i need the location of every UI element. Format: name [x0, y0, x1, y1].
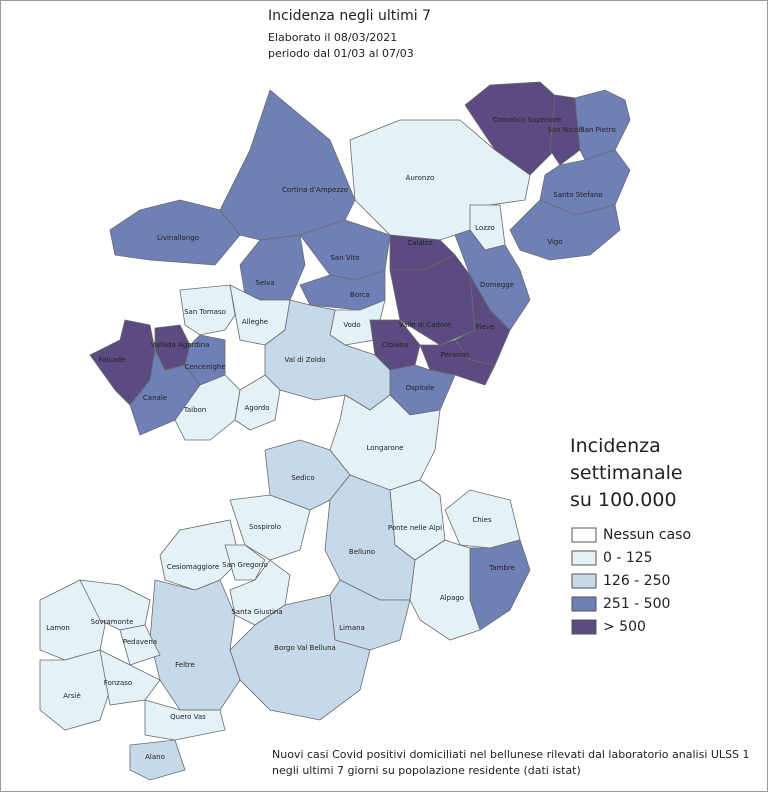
municipality-label: Alano	[145, 753, 165, 761]
municipality-label: Borgo Val Belluna	[274, 644, 336, 652]
municipality-label: Feltre	[175, 661, 195, 669]
municipality-label: Sedico	[291, 474, 314, 482]
municipality-label: Tambre	[488, 564, 515, 572]
municipality-label: San Tomaso	[184, 308, 226, 316]
legend-label: 0 - 125	[603, 550, 653, 566]
municipality-label: Fonzaso	[104, 679, 132, 687]
municipality	[299, 269, 386, 311]
municipality	[219, 89, 356, 241]
municipality-label: Falcade	[99, 356, 126, 364]
municipality	[264, 299, 391, 411]
municipality	[329, 394, 441, 491]
legend-title: settimanale	[570, 462, 683, 484]
municipality-label: Pedavena	[123, 638, 157, 646]
municipality-label: Vodo	[343, 321, 360, 329]
municipality	[574, 89, 631, 161]
municipality-label: Auronzo	[406, 174, 435, 182]
municipality-label: Valle di Cadore	[399, 321, 452, 329]
legend-swatch	[571, 527, 597, 543]
municipality-label: Ponte nelle Alpi	[388, 524, 442, 532]
municipality	[149, 579, 241, 711]
legend-swatch	[571, 619, 597, 635]
municipality	[109, 199, 241, 266]
municipality-label: Longarone	[367, 444, 404, 452]
municipality	[119, 624, 161, 666]
municipality-label: Quero Vas	[170, 713, 206, 721]
municipality-label: San Pietro	[580, 126, 615, 134]
legend-swatch	[571, 596, 597, 612]
municipality-label: Canale	[143, 394, 167, 402]
municipality-label: Sospirolo	[249, 523, 281, 531]
municipality-label: Lozzo	[475, 224, 495, 232]
municipality-label: Taibon	[183, 406, 207, 414]
legend-swatch	[571, 573, 597, 589]
legend-label: 251 - 500	[603, 596, 670, 612]
municipality-label: Cencenighe	[184, 363, 225, 371]
municipality-label: Cibiana	[382, 341, 408, 349]
municipality-label: Calalzo	[407, 239, 432, 247]
municipality-label: Sovramonte	[91, 618, 134, 626]
period: periodo dal 01/03 al 07/03	[268, 47, 414, 60]
municipality	[39, 649, 111, 731]
municipality-label: Ospitale	[406, 384, 435, 392]
regions	[39, 81, 631, 781]
footnote: negli ultimi 7 giorni su popolazione res…	[272, 764, 581, 777]
municipality-label: Cortina d'Ampezzo	[282, 186, 348, 194]
municipality-label: Lamon	[46, 624, 70, 632]
legend-swatch	[571, 550, 597, 566]
municipality	[144, 699, 226, 741]
legend-label: > 500	[603, 619, 646, 635]
municipality-label: Vigo	[547, 238, 562, 246]
footnote: Nuovi casi Covid positivi domiciliati ne…	[272, 748, 750, 761]
municipality	[509, 199, 621, 261]
municipality-label: Arsiè	[63, 692, 81, 700]
municipality-label: Pieve	[476, 323, 495, 331]
municipality	[99, 649, 161, 706]
municipality-label: Limana	[339, 624, 365, 632]
municipality-label: Vallada Agordina	[150, 341, 209, 349]
municipality-label: San Vito	[330, 254, 359, 262]
municipality	[549, 94, 581, 166]
legend-title: Incidenza	[570, 435, 661, 457]
municipality-label: Livinallongo	[157, 234, 199, 242]
municipality-label: Perarolo	[441, 351, 470, 359]
legend-label: 126 - 250	[603, 573, 670, 589]
municipality-label: Borca	[350, 291, 370, 299]
municipality	[234, 374, 281, 431]
municipality-label: Domegge	[480, 281, 514, 289]
municipality-label: Santa Giustina	[231, 608, 282, 616]
municipality-label: Santo Stefano	[553, 191, 602, 199]
municipality-label: Belluno	[349, 548, 375, 556]
title: Incidenza negli ultimi 7	[268, 8, 431, 24]
municipality	[229, 559, 291, 626]
municipality-label: Cesiomaggiore	[167, 563, 219, 571]
legend-label: Nessun caso	[603, 527, 691, 543]
municipality-label: Val di Zoldo	[284, 356, 325, 364]
municipality-label: Agordo	[245, 404, 270, 412]
municipality-label: Alleghe	[242, 318, 268, 326]
municipality-label: Selva	[255, 279, 274, 287]
municipality-label: Comelico Superiore	[493, 116, 561, 124]
municipality	[159, 519, 241, 591]
municipality-label: Chies	[472, 516, 492, 524]
municipality-label: San Nicolò	[548, 126, 585, 134]
municipality	[129, 739, 186, 781]
municipality	[224, 544, 266, 581]
legend: Incidenza settimanale su 100.000 Nessun cas…	[570, 435, 691, 635]
municipality-label: Alpago	[440, 594, 464, 602]
municipality-label: San Gregorio	[222, 561, 268, 569]
municipality	[409, 539, 481, 641]
subtitle: Elaborato il 08/03/2021	[268, 31, 397, 44]
legend-title: su 100.000	[570, 489, 677, 511]
